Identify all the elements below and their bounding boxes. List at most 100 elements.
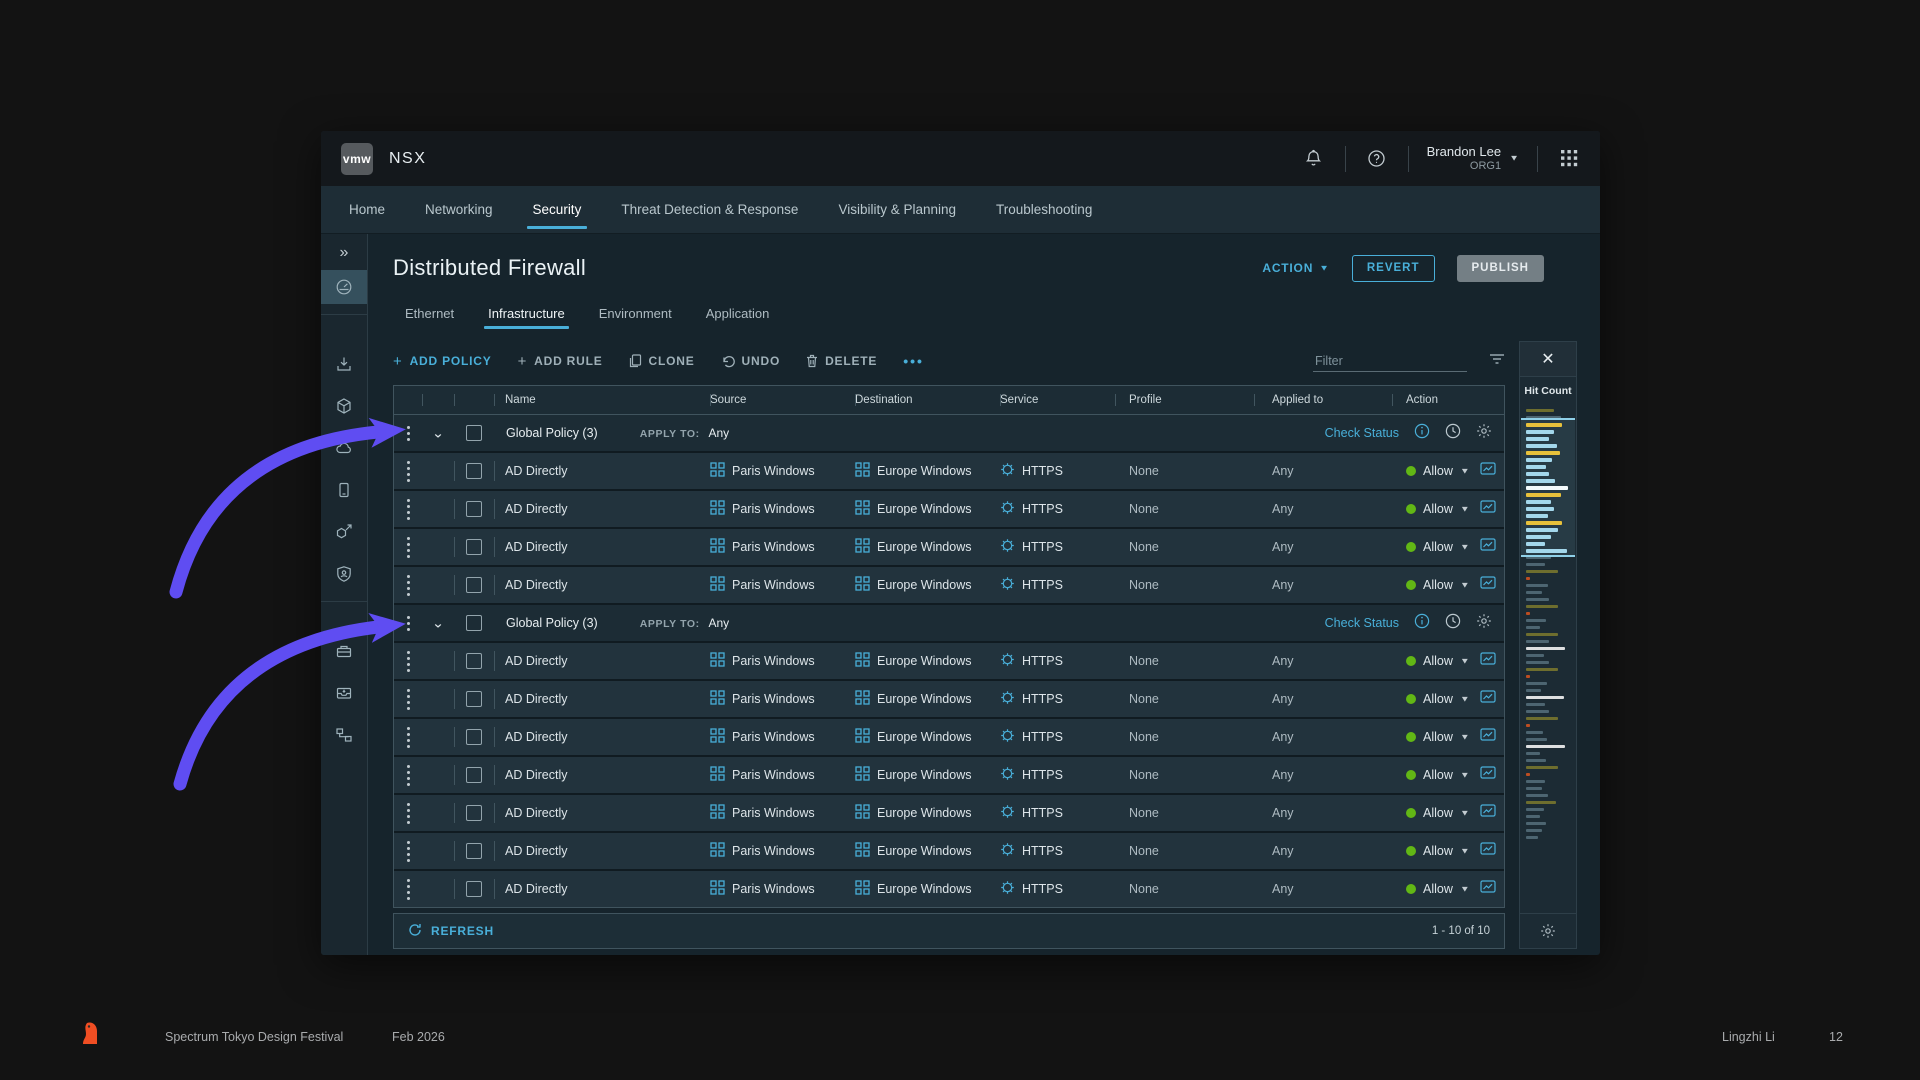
publish-button[interactable]: PUBLISH	[1457, 255, 1544, 282]
nav-tab-threat-detection-response[interactable]: Threat Detection & Response	[601, 186, 818, 233]
check-status-link[interactable]: Check Status	[1325, 616, 1399, 630]
clock-icon[interactable]	[1445, 423, 1461, 444]
rule-stats-chart-icon[interactable]	[1480, 538, 1496, 556]
panel-settings-button[interactable]	[1520, 913, 1576, 948]
rule-action-dropdown[interactable]: Allow▼	[1406, 652, 1496, 670]
tab-application[interactable]: Application	[694, 300, 782, 329]
row-menu-kebab-icon[interactable]	[403, 495, 414, 524]
clone-button[interactable]: CLONE	[629, 354, 695, 368]
undo-button[interactable]: UNDO	[721, 354, 781, 368]
sidebar-item-dashboard[interactable]	[321, 270, 367, 304]
delete-button[interactable]: DELETE	[806, 354, 877, 368]
rule-checkbox[interactable]	[466, 463, 482, 479]
rule-checkbox[interactable]	[466, 729, 482, 745]
rule-action-dropdown[interactable]: Allow▼	[1406, 500, 1496, 518]
nav-tab-security[interactable]: Security	[513, 186, 602, 233]
policy-checkbox[interactable]	[466, 615, 482, 631]
add-policy-button[interactable]: + ADD POLICY	[393, 353, 492, 370]
rule-checkbox[interactable]	[466, 843, 482, 859]
rule-action-dropdown[interactable]: Allow▼	[1406, 766, 1496, 784]
row-menu-kebab-icon[interactable]	[403, 761, 414, 790]
rule-stats-chart-icon[interactable]	[1480, 766, 1496, 784]
sidebar-item-inventory-cube[interactable]	[321, 389, 367, 423]
category-tabs: Ethernet Infrastructure Environment Applica…	[393, 300, 1600, 329]
row-menu-kebab-icon[interactable]	[403, 647, 414, 676]
row-menu-kebab-icon[interactable]	[403, 571, 414, 600]
clock-icon[interactable]	[1445, 613, 1461, 634]
collapse-chevron-icon[interactable]: ⌄	[432, 615, 445, 631]
rule-checkbox[interactable]	[466, 805, 482, 821]
rule-stats-chart-icon[interactable]	[1480, 880, 1496, 898]
row-menu-kebab-icon[interactable]	[403, 799, 414, 828]
sidebar-item-install[interactable]	[321, 347, 367, 381]
nav-tab-visibility-planning[interactable]: Visibility & Planning	[818, 186, 976, 233]
nav-tab-networking[interactable]: Networking	[405, 186, 513, 233]
service-gear-icon	[1000, 652, 1015, 670]
rule-action-dropdown[interactable]: Allow▼	[1406, 690, 1496, 708]
rule-action-dropdown[interactable]: Allow▼	[1406, 538, 1496, 556]
tab-infrastructure[interactable]: Infrastructure	[476, 300, 577, 329]
help-icon[interactable]	[1360, 142, 1394, 176]
row-menu-kebab-icon[interactable]	[403, 533, 414, 562]
sidebar-item-topology[interactable]	[321, 718, 367, 752]
rule-checkbox[interactable]	[466, 539, 482, 555]
rule-stats-chart-icon[interactable]	[1480, 728, 1496, 746]
row-menu-kebab-icon[interactable]	[403, 837, 414, 866]
gear-icon[interactable]	[1476, 423, 1492, 444]
rule-stats-chart-icon[interactable]	[1480, 462, 1496, 480]
user-menu[interactable]: Brandon Lee ORG1 ▼	[1423, 145, 1523, 173]
filter-input[interactable]	[1313, 351, 1467, 372]
rule-stats-chart-icon[interactable]	[1480, 690, 1496, 708]
rule-checkbox[interactable]	[466, 501, 482, 517]
notifications-bell-icon[interactable]	[1297, 142, 1331, 176]
rule-stats-chart-icon[interactable]	[1480, 500, 1496, 518]
row-menu-kebab-icon[interactable]	[403, 422, 414, 445]
rule-stats-chart-icon[interactable]	[1480, 804, 1496, 822]
rule-action-dropdown[interactable]: Allow▼	[1406, 880, 1496, 898]
filter-icon[interactable]	[1489, 352, 1505, 370]
refresh-button[interactable]: REFRESH	[408, 923, 494, 940]
rule-checkbox[interactable]	[466, 767, 482, 783]
rule-checkbox[interactable]	[466, 881, 482, 897]
rule-stats-chart-icon[interactable]	[1480, 576, 1496, 594]
tab-environment[interactable]: Environment	[587, 300, 684, 329]
row-menu-kebab-icon[interactable]	[403, 723, 414, 752]
close-panel-button[interactable]: ✕	[1520, 342, 1576, 377]
rule-checkbox[interactable]	[466, 577, 482, 593]
revert-button[interactable]: REVERT	[1352, 255, 1435, 282]
action-dropdown[interactable]: ACTION▼	[1262, 261, 1330, 275]
nav-tab-troubleshooting[interactable]: Troubleshooting	[976, 186, 1112, 233]
sidebar-item-shield-user[interactable]	[321, 557, 367, 591]
check-status-link[interactable]: Check Status	[1325, 426, 1399, 440]
app-launcher-grid-icon[interactable]	[1552, 142, 1586, 176]
add-rule-button[interactable]: + ADD RULE	[518, 353, 603, 370]
rule-action-dropdown[interactable]: Allow▼	[1406, 462, 1496, 480]
rule-checkbox[interactable]	[466, 691, 482, 707]
rule-action-dropdown[interactable]: Allow▼	[1406, 804, 1496, 822]
sidebar-item-toolbox[interactable]	[321, 634, 367, 668]
row-menu-kebab-icon[interactable]	[403, 875, 414, 904]
rule-stats-chart-icon[interactable]	[1480, 842, 1496, 860]
sidebar-item-cloud[interactable]	[321, 431, 367, 465]
hit-count-bar	[1526, 533, 1571, 540]
row-menu-kebab-icon[interactable]	[403, 612, 414, 635]
info-icon[interactable]	[1414, 423, 1430, 444]
sidebar-expand-icon[interactable]: »	[340, 244, 349, 262]
rule-stats-chart-icon[interactable]	[1480, 652, 1496, 670]
sidebar-item-inbox-tray[interactable]	[321, 676, 367, 710]
nav-tab-home[interactable]: Home	[329, 186, 405, 233]
sidebar-item-host-device[interactable]	[321, 473, 367, 507]
sidebar-item-cube-share[interactable]	[321, 515, 367, 549]
rule-checkbox[interactable]	[466, 653, 482, 669]
more-options-button[interactable]: •••	[903, 353, 924, 369]
collapse-chevron-icon[interactable]: ⌄	[432, 425, 445, 441]
gear-icon[interactable]	[1476, 613, 1492, 634]
row-menu-kebab-icon[interactable]	[403, 457, 414, 486]
info-icon[interactable]	[1414, 613, 1430, 634]
tab-ethernet[interactable]: Ethernet	[393, 300, 466, 329]
rule-action-dropdown[interactable]: Allow▼	[1406, 728, 1496, 746]
rule-action-dropdown[interactable]: Allow▼	[1406, 576, 1496, 594]
rule-action-dropdown[interactable]: Allow▼	[1406, 842, 1496, 860]
policy-checkbox[interactable]	[466, 425, 482, 441]
row-menu-kebab-icon[interactable]	[403, 685, 414, 714]
